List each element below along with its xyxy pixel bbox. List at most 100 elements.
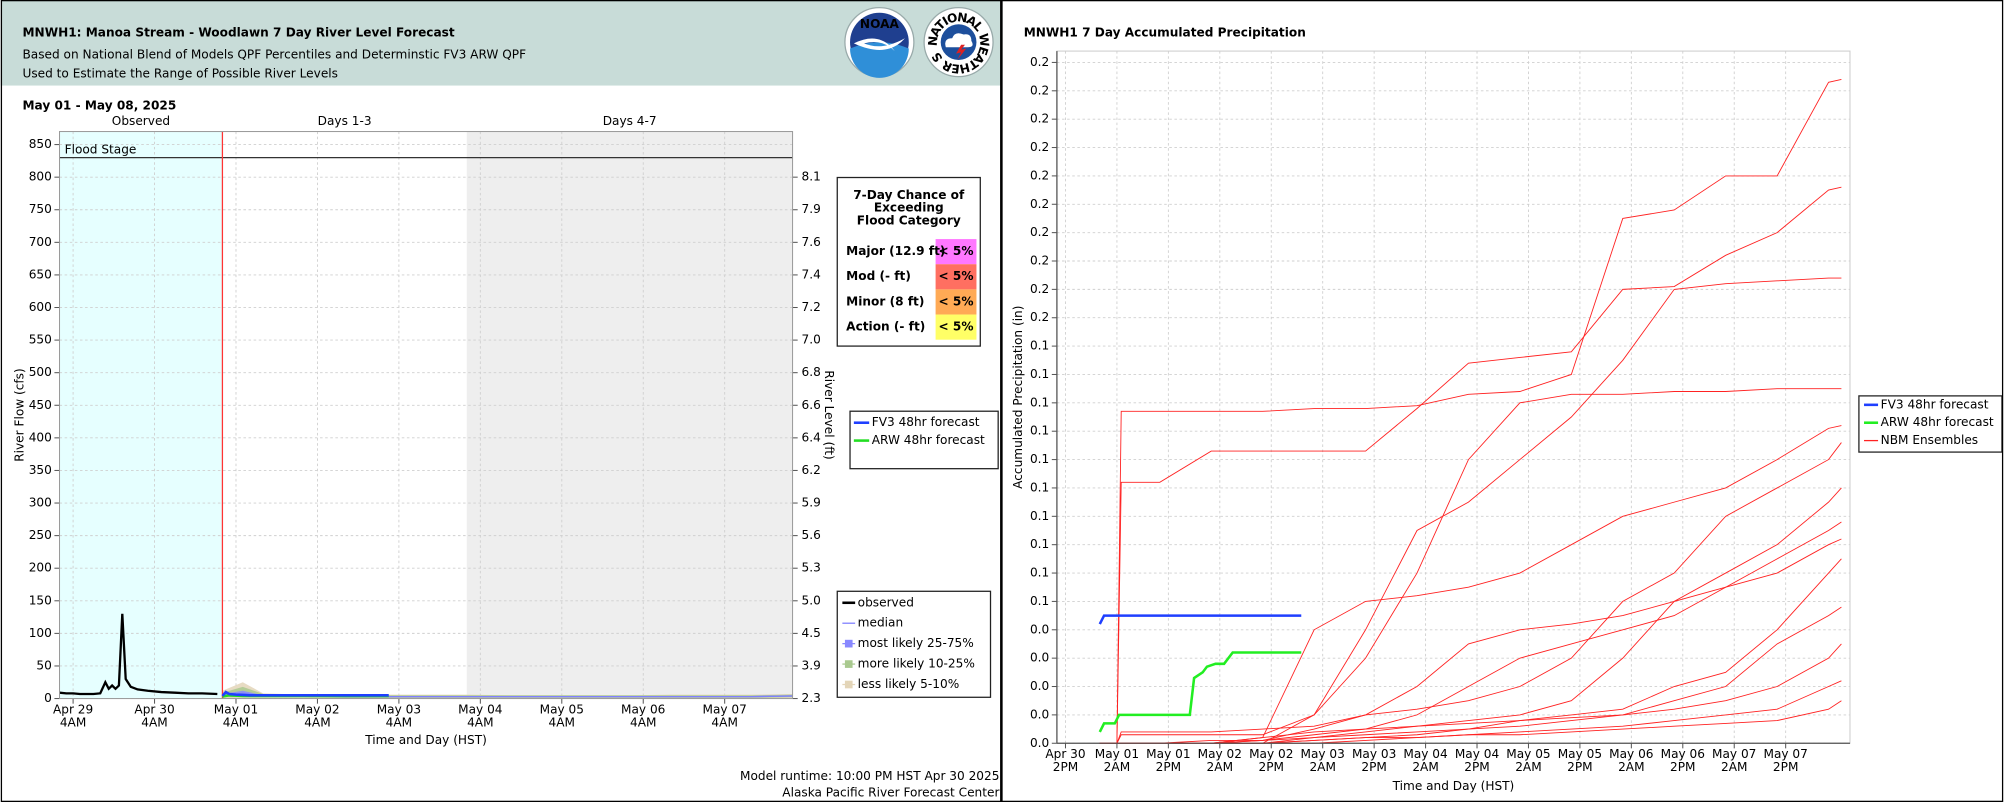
y2-tick-label: 8.1 xyxy=(802,170,821,184)
flood-category-cell xyxy=(935,289,977,315)
x-tick-label: May 05 xyxy=(1506,747,1550,761)
flood-category: Mod (- ft) xyxy=(846,269,911,283)
x-tick-label: 2PM xyxy=(1259,760,1285,774)
header-band xyxy=(0,0,1001,86)
legend-swatch xyxy=(844,680,853,689)
y-tick-label: 500 xyxy=(29,365,52,379)
page-title: MNWH1: Manoa Stream - Woodlawn 7 Day Riv… xyxy=(22,26,454,40)
x-tick-label: May 02 xyxy=(295,703,339,717)
y-tick-label: 0.2 xyxy=(1030,55,1049,69)
x-axis-title: Time and Day (HST) xyxy=(364,733,487,747)
forecast-line xyxy=(1098,651,1302,733)
y-axis-title: River Flow (cfs) xyxy=(12,368,26,462)
y-tick-label: 0.0 xyxy=(1030,679,1049,693)
y-tick-label: 650 xyxy=(29,267,52,281)
x-tick-label: May 02 xyxy=(1198,747,1242,761)
y-tick-label: 0.1 xyxy=(1030,537,1049,551)
period-label: Days 1-3 xyxy=(318,114,372,128)
x-tick-label: May 01 xyxy=(214,703,258,717)
y-tick-label: 0.2 xyxy=(1030,112,1049,126)
x-tick-label: 2PM xyxy=(1567,760,1592,774)
flood-category: Action (- ft) xyxy=(846,320,925,334)
x-tick-label: 4AM xyxy=(304,715,330,729)
y2-tick-label: 3.9 xyxy=(802,658,821,672)
x-tick-label: 2PM xyxy=(1464,760,1490,774)
flood-chance: < 5% xyxy=(939,294,974,308)
legend-label: NBM Ensembles xyxy=(1881,433,1978,447)
legend-label: less likely 5-10% xyxy=(858,677,960,691)
y-tick-label: 0.2 xyxy=(1030,225,1049,239)
y-tick-label: 0.0 xyxy=(1030,707,1049,721)
y-tick-label: 0.1 xyxy=(1030,367,1049,381)
x-tick-label: 2AM xyxy=(1104,760,1130,774)
y2-tick-label: 7.6 xyxy=(802,235,821,249)
y2-tick-label: 6.6 xyxy=(802,398,821,412)
x-tick-label: May 04 xyxy=(1455,747,1500,761)
y2-tick-label: 5.0 xyxy=(802,593,821,607)
x-tick-label: 4AM xyxy=(630,715,656,729)
x-tick-label: May 07 xyxy=(1712,747,1756,761)
flood-table-title: 7-Day Chance of xyxy=(853,188,965,202)
y-axis-title: Accumulated Precipitation (in) xyxy=(1011,306,1025,489)
legend-box xyxy=(849,410,999,470)
x-tick-label: May 04 xyxy=(458,703,503,717)
x-tick-label: 4AM xyxy=(60,715,86,729)
footer-text: Alaska Pacific River Forecast Center xyxy=(782,786,999,800)
chart-title: MNWH1 7 Day Accumulated Precipitation xyxy=(1024,26,1306,40)
page-subtitle: Based on National Blend of Models QPF Pe… xyxy=(22,47,526,61)
footer-text: Model runtime: 10:00 PM HST Apr 30 2025 xyxy=(740,769,999,783)
y-tick-label: 700 xyxy=(29,235,52,249)
x-tick-label: 4AM xyxy=(223,715,249,729)
x-tick-label: 2AM xyxy=(1207,760,1233,774)
flood-category-cell xyxy=(935,239,977,265)
y2-tick-label: 6.4 xyxy=(802,430,822,444)
forecast-period xyxy=(59,131,223,699)
x-tick-label: May 01 xyxy=(1095,747,1139,761)
y-tick-label: 850 xyxy=(29,137,52,151)
x-tick-label: 2PM xyxy=(1773,760,1799,774)
x-tick-label: 2AM xyxy=(1618,760,1644,774)
x-tick-label: May 06 xyxy=(1609,747,1653,761)
y2-tick-label: 7.0 xyxy=(802,333,821,347)
flood-table-title: Exceeding xyxy=(874,201,944,215)
flood-category-cell xyxy=(935,264,977,290)
y-tick-label: 0.1 xyxy=(1030,452,1049,466)
y-tick-label: 0.0 xyxy=(1030,736,1049,750)
x-tick-label: 4AM xyxy=(711,715,737,729)
x-tick-label: 2PM xyxy=(1670,760,1696,774)
legend-box xyxy=(836,590,992,698)
x-tick-label: May 03 xyxy=(1352,747,1396,761)
x-tick-label: Apr 30 xyxy=(1045,747,1085,761)
x-tick-label: May 06 xyxy=(1661,747,1705,761)
y-tick-label: 0.0 xyxy=(1030,651,1049,665)
plot-title: May 01 - May 08, 2025 xyxy=(22,98,176,112)
plot-area xyxy=(1056,50,1851,744)
y2-axis-title: River Level (ft) xyxy=(822,370,836,459)
legend-label: FV3 48hr forecast xyxy=(872,415,980,429)
ensemble-line xyxy=(1099,538,1842,744)
y-tick-label: 750 xyxy=(29,202,52,216)
y2-tick-label: 7.2 xyxy=(802,300,821,314)
legend-swatch xyxy=(844,639,853,648)
y-tick-label: 350 xyxy=(29,463,52,477)
y-tick-label: 0 xyxy=(44,691,52,705)
x-tick-label: 2PM xyxy=(1361,760,1386,774)
x-tick-label: May 05 xyxy=(1558,747,1602,761)
x-tick-label: 2PM xyxy=(1156,760,1182,774)
y-tick-label: 0.2 xyxy=(1030,83,1049,97)
period-label: Observed xyxy=(112,114,170,128)
y-tick-label: 0.2 xyxy=(1030,282,1049,296)
x-tick-label: 2AM xyxy=(1412,760,1438,774)
y2-tick-label: 5.6 xyxy=(802,528,821,542)
y-tick-label: 0.2 xyxy=(1030,168,1049,182)
y-tick-label: 300 xyxy=(29,496,52,510)
x-tick-label: Apr 30 xyxy=(134,703,174,717)
y2-tick-label: 7.9 xyxy=(802,202,821,216)
y2-tick-label: 2.3 xyxy=(802,691,821,705)
y-tick-label: 0.2 xyxy=(1030,197,1049,211)
y-tick-label: 0.1 xyxy=(1030,594,1049,608)
ensemble-line xyxy=(1099,186,1842,744)
y2-tick-label: 6.8 xyxy=(802,365,821,379)
x-tick-label: May 05 xyxy=(540,703,584,717)
